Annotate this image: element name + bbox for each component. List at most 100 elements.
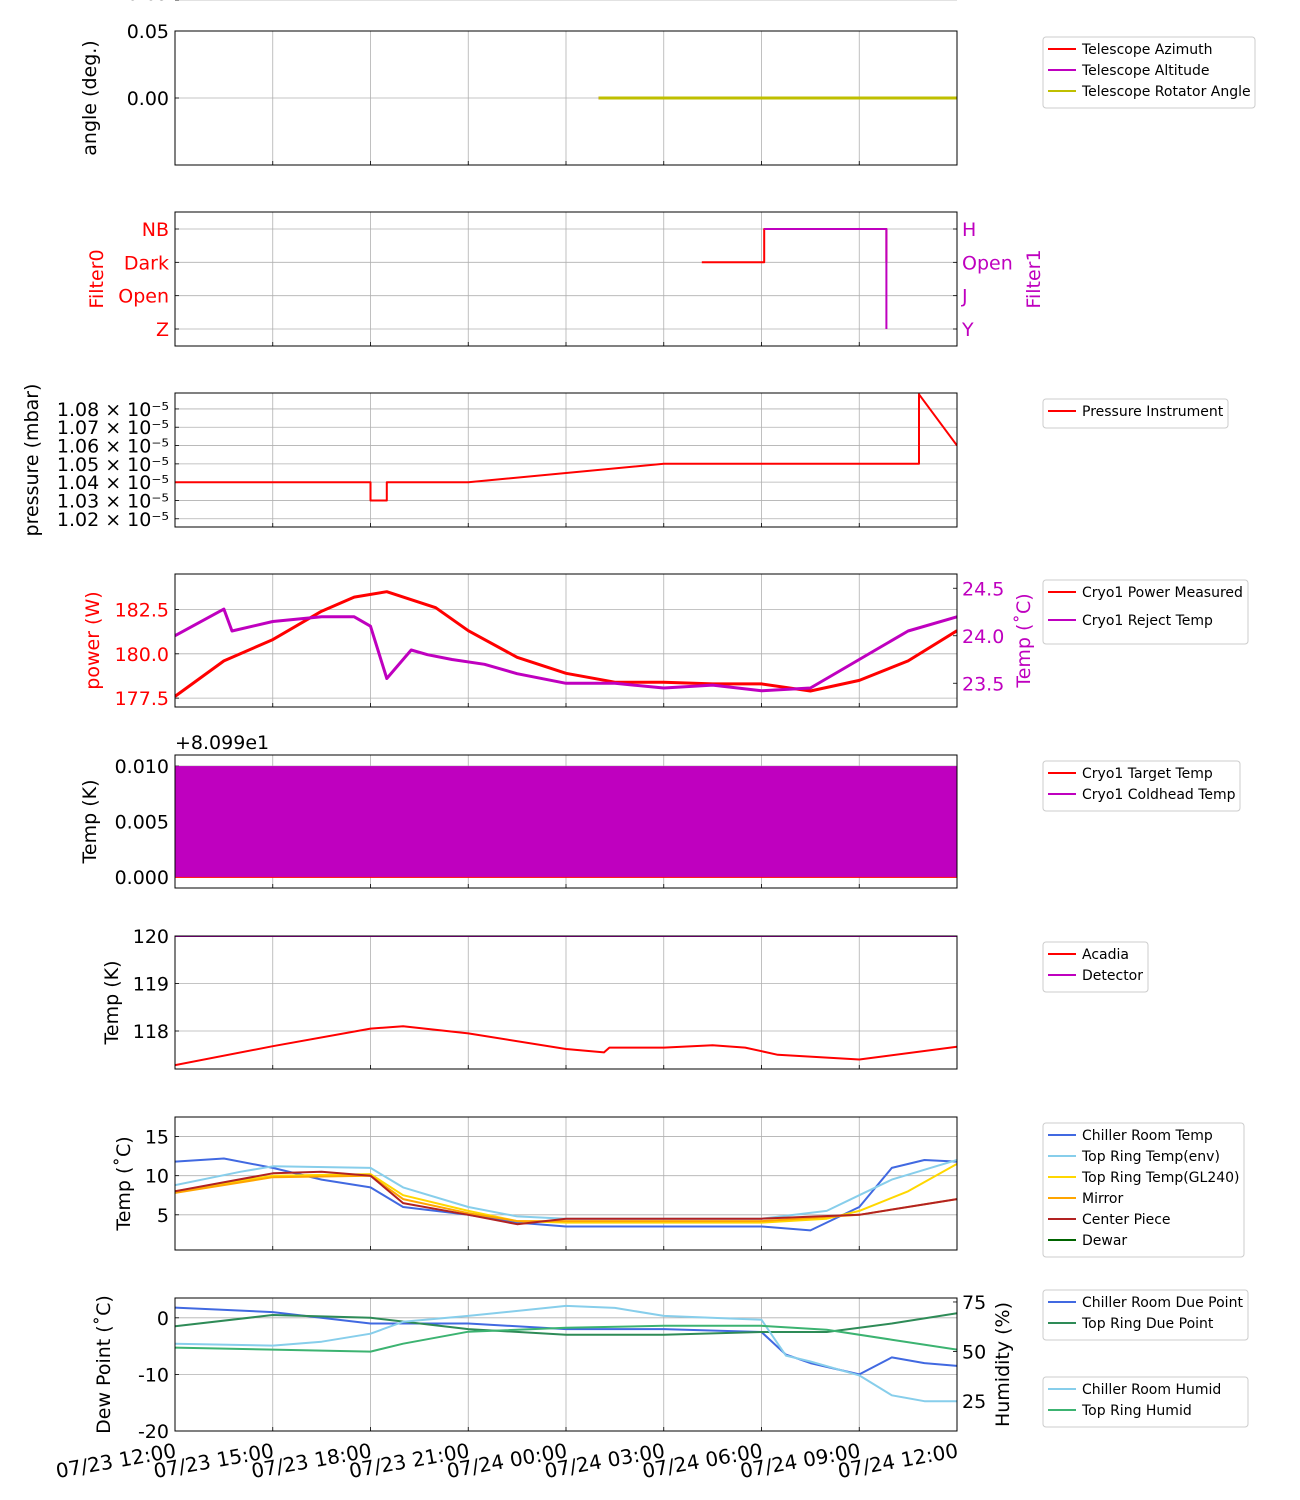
legend-label: Dewar (1082, 1233, 1127, 1249)
series-top-ring-temp-gl240- (175, 1163, 957, 1224)
y-tick-label: 1.08 × 10⁻⁵ (57, 399, 169, 421)
y-tick-label: 0.010 (115, 756, 169, 778)
legend-label: Top Ring Temp(GL240) (1081, 1170, 1240, 1186)
y-tick-label: 1.05 × 10⁻⁵ (57, 454, 169, 476)
legend-label: Detector (1082, 968, 1143, 984)
legend-label: Pressure Instrument (1082, 404, 1224, 420)
series-top-ring-temp-env- (175, 1159, 957, 1220)
plot-area (175, 936, 957, 1067)
panel-7: 5 10 15 Temp (˚C) Chiller Room Temp Top Ring … (113, 1116, 1245, 1258)
y-tick-label: 1.06 × 10⁻⁵ (57, 436, 169, 458)
panel-4: 177.5 180.0 182.5 23.5 24.0 24.5 power (W) Temp… (82, 573, 1249, 710)
panel-3: 1.08 × 10⁻⁵1.07 × 10⁻⁵1.06 × 10⁻⁵1.05 × … (21, 384, 1229, 537)
legend-label: Top Ring Temp(env) (1081, 1149, 1220, 1165)
y-tick-label-right: Y (961, 319, 974, 341)
legend: Cryo1 Power Measured Cryo1 Reject Temp (1042, 579, 1249, 645)
legend-label: Cryo1 Target Temp (1082, 766, 1213, 782)
series-top-ring-humid (175, 1324, 957, 1353)
series-cryo1-power-measured (175, 590, 957, 698)
y-tick-label: NB (142, 219, 169, 241)
y-tick-label: 0 (157, 1308, 169, 1330)
y-tick-label: 1.07 × 10⁻⁵ (57, 417, 169, 439)
y-tick-label: 118 (133, 1021, 169, 1043)
axes-frame (174, 392, 958, 528)
panel-5: 0.010 0.005 0.000 +8.099e1 Temp (K) Cryo1 Tar… (79, 732, 1241, 889)
y-axis-label: pressure (mbar) (21, 384, 43, 537)
plot-area (175, 393, 957, 502)
y-axis-label: Dew Point (˚C) (93, 1295, 115, 1434)
y-tick-label: -10 (138, 1364, 169, 1386)
series-top-ring-due-point (175, 1312, 957, 1336)
series-center-piece (175, 1170, 957, 1226)
y-axis-label-right: Temp (˚C) (1013, 593, 1035, 688)
legend-label: Top Ring Humid (1081, 1403, 1192, 1419)
legend-label: Telescope Altitude (1081, 63, 1210, 79)
panel-6: 118 119 120 Temp (K) Acadia Detector (101, 926, 1149, 1070)
y-tick-label: 0.005 (115, 812, 169, 834)
panel-2: Z Open Dark NB YJ Open H Filter0 Filter1 (86, 211, 1045, 347)
panel-8: 0 -10 -20 25 50 75 Dew Point (˚C) Humidity (%) C… (93, 1289, 1249, 1443)
y-axis-label-right: Humidity (%) (992, 1302, 1014, 1427)
y-tick-label-right: H (962, 219, 976, 241)
y-tick-label-right: 24.5 (962, 578, 1004, 600)
legend-label: Telescope Azimuth (1081, 42, 1212, 58)
plot-area (175, 766, 957, 878)
plot-area (175, 1157, 957, 1232)
legend-label: Acadia (1082, 947, 1129, 963)
legend-frame (1042, 760, 1241, 812)
y-tick-label: −0.05 (111, 0, 169, 5)
legend: Chiller Room Temp Top Ring Temp(env) Top R… (1042, 1122, 1245, 1258)
y-tick-label: 0.00 (127, 88, 169, 110)
legend-frame (1042, 398, 1229, 429)
axes-frame (174, 754, 958, 889)
axes-frame (174, 30, 958, 166)
y-tick-label-right: 24.0 (962, 626, 1004, 648)
series-filter0 (701, 228, 888, 264)
legend-frame (1042, 579, 1249, 645)
y-tick-label: 1.03 × 10⁻⁵ (57, 490, 169, 512)
y-axis-label: Temp (K) (79, 780, 101, 865)
y-axis-label: Temp (K) (101, 961, 123, 1046)
y-tick-label-right: J (961, 286, 968, 308)
y-tick-label-right: 23.5 (962, 673, 1004, 695)
legend: Chiller Room Humid Top Ring Humid (1042, 1376, 1249, 1428)
legend-label: Cryo1 Coldhead Temp (1082, 787, 1236, 803)
y-tick-label: 119 (133, 974, 169, 996)
legend-label: Chiller Room Humid (1082, 1382, 1221, 1398)
y-tick-label: 177.5 (115, 688, 169, 710)
panel-1: 0.05 0.00 −0.05 angle (deg.) Telescope Azimu… (79, 0, 1256, 166)
y-tick-label: 120 (133, 926, 169, 948)
y-tick-label: 0.05 (127, 21, 169, 43)
y-tick-label: 1.04 × 10⁻⁵ (57, 472, 169, 494)
legend: Acadia Detector (1042, 941, 1149, 993)
series-filter1 (764, 228, 888, 329)
legend-frame (1042, 1122, 1245, 1258)
series-chiller-room-humid (175, 1304, 957, 1403)
y-tick-label: 10 (145, 1166, 169, 1188)
legend-label: Top Ring Due Point (1081, 1316, 1214, 1332)
plot-area (175, 1304, 957, 1403)
axes-frame (174, 935, 958, 1070)
y-tick-label: 180.0 (115, 644, 169, 666)
legend: Chiller Room Due Point Top Ring Due Point (1042, 1289, 1249, 1341)
series-cryo1-coldhead-temp (175, 766, 957, 877)
series-mirror (175, 1174, 957, 1223)
series-chiller-room-due-point (175, 1306, 957, 1376)
y-axis-label: power (W) (82, 591, 104, 689)
y-tick-label-right: 75 (962, 1292, 986, 1314)
legend-label: Mirror (1082, 1191, 1123, 1207)
y-axis-label: Filter0 (86, 249, 108, 308)
legend: Pressure Instrument (1042, 398, 1229, 429)
y-tick-label: 182.5 (115, 599, 169, 621)
y-axis-label: Temp (˚C) (113, 1136, 135, 1231)
y-tick-label: 15 (145, 1127, 169, 1149)
y-tick-label: 1.02 × 10⁻⁵ (57, 509, 169, 531)
legend: Telescope Azimuth Telescope Altitude Teles… (1042, 36, 1256, 109)
y-tick-label-right: 50 (962, 1342, 986, 1364)
legend-frame (1042, 36, 1256, 109)
axes-frame (174, 1297, 958, 1432)
series-pressure-instrument (175, 393, 957, 502)
legend-frame (1042, 1376, 1249, 1428)
y-tick-label: 5 (157, 1205, 169, 1227)
